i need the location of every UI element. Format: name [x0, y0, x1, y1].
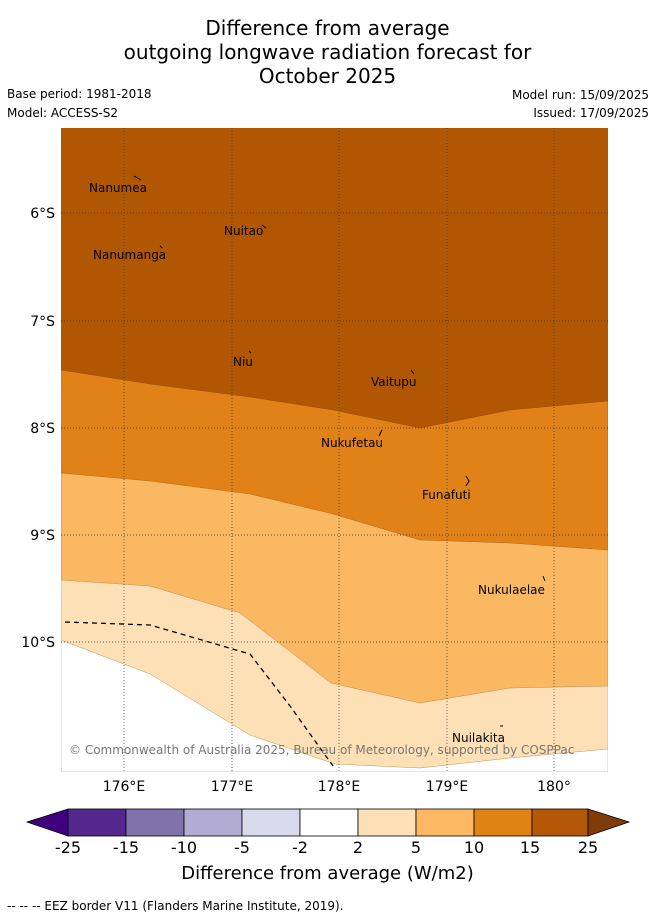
colorbar-segment — [473, 808, 533, 837]
eez-legend-note: -- -- -- EEZ border V11 (Flanders Marine… — [7, 899, 344, 913]
place-label: Nukulaelae — [478, 583, 545, 597]
colorbar-max-extension — [587, 808, 631, 837]
colorbar-segment — [241, 808, 301, 837]
colorbar-tick: -15 — [112, 838, 140, 857]
lat-label: 8°S — [30, 421, 55, 437]
colorbar-tick: -5 — [234, 838, 250, 857]
lon-label: 177°E — [211, 779, 254, 795]
lat-label: 10°S — [21, 635, 55, 651]
model-text: Model: ACCESS-S2 — [7, 106, 119, 120]
title-line-2: outgoing longwave radiation forecast for — [123, 40, 532, 64]
colorbar-tick: -10 — [170, 838, 198, 857]
lat-label: 6°S — [30, 206, 55, 222]
colorbar-segment — [183, 808, 243, 837]
base-period-text: Base period: 1981-2018 — [7, 87, 152, 101]
graticule — [61, 128, 608, 772]
lat-label: 9°S — [30, 528, 55, 544]
colorbar-segment — [67, 808, 127, 837]
colorbar-tick: 15 — [519, 838, 541, 857]
place-label: Funafuti — [422, 488, 471, 502]
colorbar-tick: -25 — [54, 838, 82, 857]
colorbar-tick: 5 — [410, 838, 422, 857]
place-label: Nanumanga — [93, 248, 166, 262]
colorbar-tick: 25 — [577, 838, 599, 857]
band-below-2 — [61, 639, 608, 772]
title-line-3: October 2025 — [258, 64, 397, 88]
place-label: Nukufetau — [321, 436, 383, 450]
copyright-text: © Commonwealth of Australia 2025, Bureau… — [69, 743, 574, 757]
colorbar-min-extension — [25, 808, 69, 837]
title-line-1: Difference from average — [205, 16, 450, 40]
colorbar-segment — [357, 808, 417, 837]
colorbar-tick: 2 — [352, 838, 364, 857]
lon-label: 180° — [537, 779, 571, 795]
lon-label: 176°E — [103, 779, 146, 795]
lat-label: 7°S — [30, 314, 55, 330]
issued-text: Issued: 17/09/2025 — [533, 106, 649, 120]
colorbar-segment — [299, 808, 359, 837]
eez-border — [64, 621, 334, 767]
place-label: Vaitupu — [371, 375, 417, 389]
colorbar-tick: 10 — [463, 838, 485, 857]
map-title: Difference from average outgoing longwav… — [0, 16, 655, 88]
colorbar-segment — [415, 808, 475, 837]
colorbar-segment — [125, 808, 185, 837]
colorbar-segment — [531, 808, 589, 837]
model-run-text: Model run: 15/09/2025 — [511, 88, 649, 102]
place-label: Nuitao — [224, 224, 263, 238]
place-label: Niu — [233, 355, 253, 369]
place-label: Nanumea — [89, 181, 147, 195]
lon-label: 179°E — [426, 779, 469, 795]
colorbar — [25, 808, 631, 837]
island-outlines — [133, 175, 546, 727]
place-label: Nuilakita — [452, 731, 505, 745]
lon-label: 178°E — [318, 779, 361, 795]
colorbar-tick: -2 — [292, 838, 308, 857]
colorbar-label: Difference from average (W/m2) — [181, 863, 474, 884]
